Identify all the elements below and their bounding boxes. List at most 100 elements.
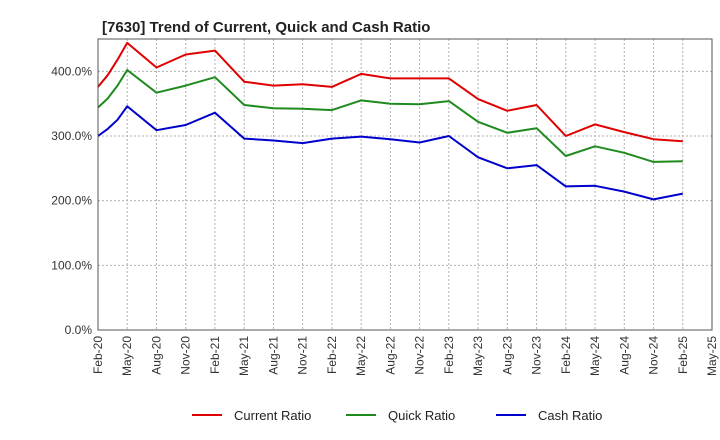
legend-label: Current Ratio [234, 408, 311, 423]
quick-ratio-point [107, 97, 109, 99]
quick-ratio-point [653, 161, 655, 163]
current-ratio-point [107, 74, 109, 76]
quick-ratio-point [594, 145, 596, 147]
quick-ratio-point [623, 152, 625, 154]
x-tick-label: May-21 [237, 336, 251, 376]
quick-ratio-point [155, 92, 157, 94]
cash-ratio-point [389, 138, 391, 140]
plot-frame [97, 38, 713, 331]
legend: Current Ratio Quick Ratio Cash Ratio [192, 408, 602, 423]
quick-ratio-series [97, 69, 684, 163]
x-tick-label: Aug-23 [500, 336, 514, 375]
current-ratio-point [682, 140, 684, 142]
cash-ratio-series [97, 105, 684, 201]
current-ratio-point [477, 98, 479, 100]
quick-ratio-point [565, 155, 567, 157]
y-tick-label: 100.0% [51, 258, 92, 272]
current-ratio-point [126, 42, 128, 44]
current-ratio-point [243, 81, 245, 83]
x-tick-label: Aug-24 [617, 336, 631, 375]
cash-ratio-point [536, 164, 538, 166]
x-tick-label: Nov-20 [179, 336, 193, 375]
x-tick-label: Feb-25 [676, 336, 690, 374]
quick-ratio-point [214, 76, 216, 78]
current-ratio-point [536, 104, 538, 106]
chart-title: [7630] Trend of Current, Quick and Cash … [102, 19, 430, 36]
cash-ratio-point [448, 135, 450, 137]
current-ratio-point [185, 54, 187, 56]
current-ratio-point [272, 85, 274, 87]
x-tick-label: Nov-22 [413, 336, 427, 375]
y-tick-label: 300.0% [51, 129, 92, 143]
cash-ratio-point [107, 128, 109, 130]
legend-label: Quick Ratio [388, 408, 455, 423]
current-ratio-point [448, 77, 450, 79]
cash-ratio-point [477, 156, 479, 158]
current-ratio-point [302, 83, 304, 85]
x-tick-label: Aug-20 [149, 336, 163, 375]
current-ratio-point [565, 135, 567, 137]
x-tick-label: Feb-22 [325, 336, 339, 374]
cash-ratio-point [419, 141, 421, 143]
x-axis-ticks: Feb-20 May-20 Aug-20 Nov-20 Feb-21 May-21 Aug-… [91, 336, 719, 376]
x-tick-label: Nov-23 [530, 336, 544, 375]
legend-item-current-ratio: Current Ratio [192, 408, 311, 423]
current-ratio-point [594, 123, 596, 125]
x-tick-label: Nov-21 [296, 336, 310, 375]
cash-ratio-point [126, 105, 128, 107]
legend-label: Cash Ratio [538, 408, 602, 423]
cash-ratio-point [214, 112, 216, 114]
current-ratio-point [360, 73, 362, 75]
quick-ratio-point [506, 132, 508, 134]
quick-ratio-point [302, 108, 304, 110]
cash-ratio-point [272, 140, 274, 142]
cash-ratio-point [360, 136, 362, 138]
series-layer [97, 41, 684, 201]
y-axis-ticks: 0.0% 100.0% 200.0% 300.0% 400.0% [51, 64, 92, 337]
current-ratio-point [623, 131, 625, 133]
current-ratio-line [97, 41, 683, 143]
cash-ratio-point [682, 193, 684, 195]
cash-ratio-point [302, 142, 304, 144]
cash-ratio-point [243, 138, 245, 140]
current-ratio-point [506, 110, 508, 112]
current-ratio-point [331, 86, 333, 88]
current-ratio-point [214, 50, 216, 52]
cash-ratio-point [155, 129, 157, 131]
current-ratio-point [653, 138, 655, 140]
quick-ratio-point [116, 85, 118, 87]
cash-ratio-point [653, 198, 655, 200]
cash-ratio-line [97, 105, 683, 201]
y-tick-label: 0.0% [65, 323, 93, 337]
quick-ratio-point [448, 100, 450, 102]
cash-ratio-point [116, 119, 118, 121]
x-tick-label: Feb-20 [91, 336, 105, 374]
quick-ratio-point [682, 160, 684, 162]
legend-item-cash-ratio: Cash Ratio [496, 408, 602, 423]
current-ratio-point [155, 66, 157, 68]
x-tick-label: May-25 [705, 336, 719, 376]
current-ratio-point [116, 59, 118, 61]
x-tick-label: Feb-23 [442, 336, 456, 374]
x-tick-label: May-20 [120, 336, 134, 376]
cash-ratio-point [623, 191, 625, 193]
x-tick-label: Aug-21 [266, 336, 280, 375]
x-tick-label: Aug-22 [383, 336, 397, 375]
x-tick-label: Nov-24 [647, 336, 661, 375]
quick-ratio-point [360, 99, 362, 101]
cash-ratio-point [185, 124, 187, 126]
x-tick-label: Feb-21 [208, 336, 222, 374]
quick-ratio-line [97, 69, 683, 163]
quick-ratio-point [389, 103, 391, 105]
current-ratio-series [97, 41, 684, 143]
quick-ratio-point [331, 109, 333, 111]
x-tick-label: May-24 [588, 336, 602, 376]
quick-ratio-point [477, 121, 479, 123]
quick-ratio-point [243, 104, 245, 106]
current-ratio-point [389, 77, 391, 79]
quick-ratio-point [272, 107, 274, 109]
cash-ratio-point [594, 185, 596, 187]
y-tick-label: 400.0% [51, 64, 92, 78]
y-tick-label: 200.0% [51, 194, 92, 208]
